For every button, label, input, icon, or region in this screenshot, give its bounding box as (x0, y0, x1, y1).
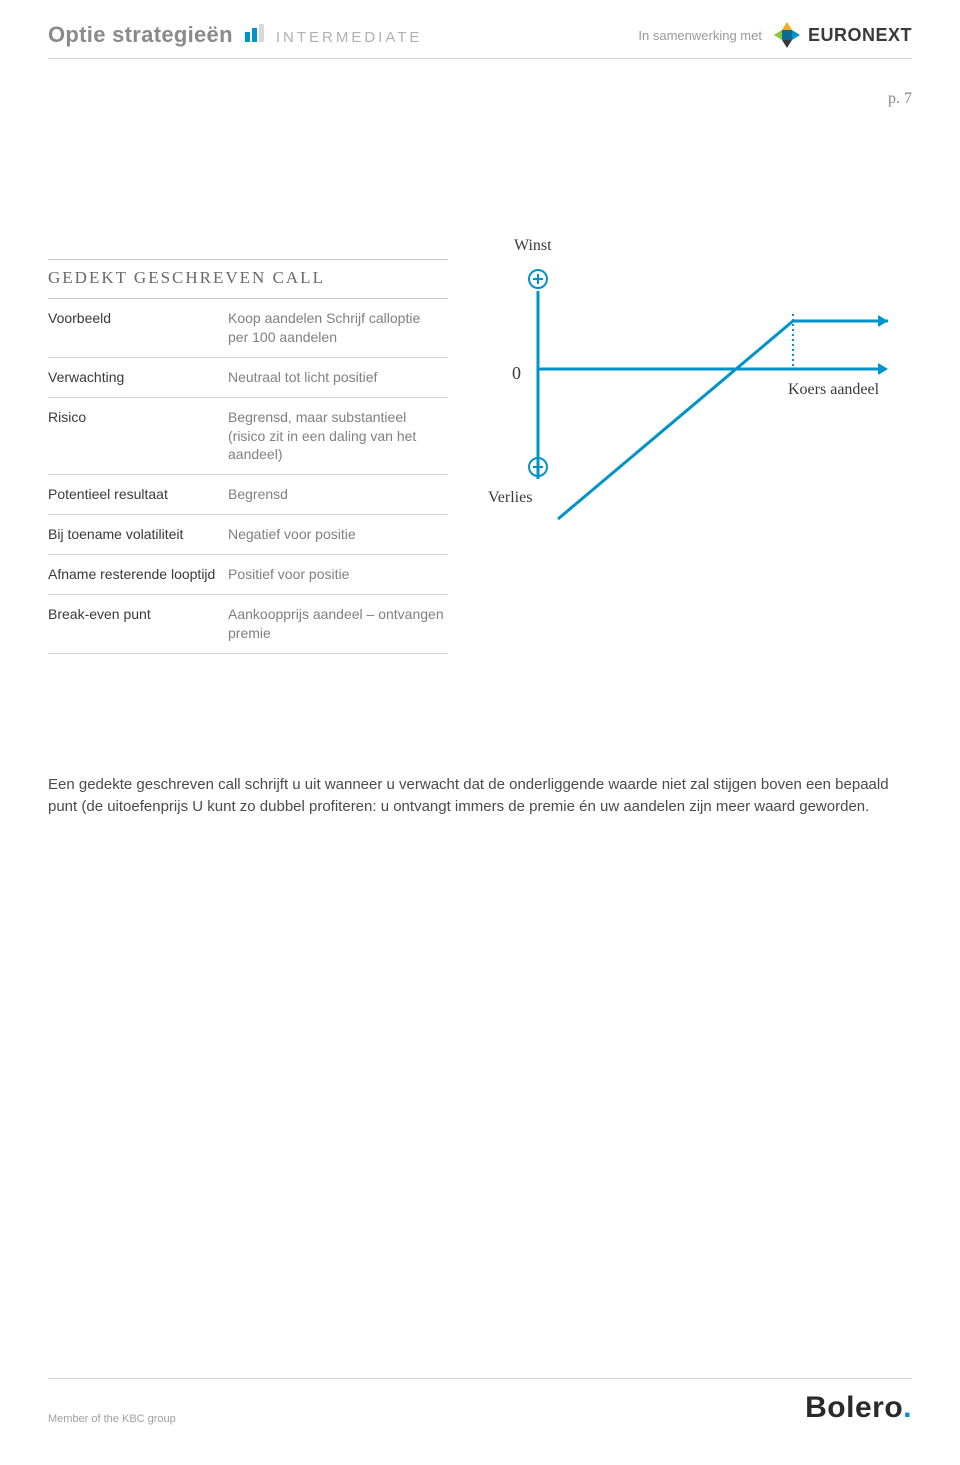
table-key: Voorbeeld (48, 299, 228, 357)
header-left: Optie strategieën INTERMEDIATE (48, 22, 422, 48)
table-key: Afname resterende looptijd (48, 555, 228, 595)
page-header: Optie strategieën INTERMEDIATE In samenw… (48, 0, 912, 59)
main-content: GEDEKT GESCHREVEN CALL VoorbeeldKoop aan… (48, 259, 912, 654)
chart-label-verlies: Verlies (488, 489, 532, 507)
page-footer: Member of the KBC group Bolero. (48, 1378, 912, 1425)
chart-label-zero: 0 (512, 363, 521, 384)
table-row: VerwachtingNeutraal tot licht positief (48, 357, 448, 397)
page: Optie strategieën INTERMEDIATE In samenw… (0, 0, 960, 1465)
doc-title: Optie strategieën (48, 22, 233, 48)
table-key: Potentieel resultaat (48, 475, 228, 515)
level-bars-icon (245, 24, 264, 42)
page-number: p. 7 (888, 90, 912, 108)
chart-column: Winst 0 Verlies Koers aandeel (488, 259, 912, 654)
table-value: Aankoopprijs aandeel – ontvangen premie (228, 595, 448, 654)
level-label: INTERMEDIATE (276, 29, 423, 46)
table-value: Negatief voor positie (228, 515, 448, 555)
footer-member: Member of the KBC group (48, 1413, 176, 1425)
table-row: Break-even puntAankoopprijs aandeel – on… (48, 595, 448, 654)
table-value: Koop aandelen Schrijf calloptie per 100 … (228, 299, 448, 357)
table-value: Positief voor positie (228, 555, 448, 595)
chart-label-koers: Koers aandeel (788, 381, 879, 399)
bolero-dot-icon: . (903, 1391, 912, 1424)
table-value: Begrensd (228, 475, 448, 515)
table-key: Verwachting (48, 357, 228, 397)
table-key: Risico (48, 397, 228, 475)
table-row: VoorbeeldKoop aandelen Schrijf calloptie… (48, 299, 448, 357)
table-row: Potentieel resultaatBegrensd (48, 475, 448, 515)
euronext-logo: EURONEXT (772, 20, 912, 50)
bolero-wordmark: Bolero (805, 1391, 903, 1424)
table-value: Neutraal tot licht positief (228, 357, 448, 397)
table-key: Break-even punt (48, 595, 228, 654)
payoff-chart: Winst 0 Verlies Koers aandeel (488, 259, 908, 559)
table-column: GEDEKT GESCHREVEN CALL VoorbeeldKoop aan… (48, 259, 448, 654)
payoff-chart-svg (488, 259, 908, 559)
table-row: Bij toename volatiliteitNegatief voor po… (48, 515, 448, 555)
table-row: Afname resterende looptijdPositief voor … (48, 555, 448, 595)
header-right: In samenwerking met EURONEXT (638, 20, 912, 50)
table-key: Bij toename volatiliteit (48, 515, 228, 555)
section-title: GEDEKT GESCHREVEN CALL (48, 259, 448, 299)
euronext-mark-icon (772, 20, 802, 50)
chart-label-winst: Winst (514, 237, 552, 255)
table-value: Begrensd, maar substantieel (risico zit … (228, 397, 448, 475)
euronext-wordmark: EURONEXT (808, 25, 912, 46)
body-paragraph: Een gedekte geschreven call schrijft u u… (48, 774, 908, 819)
bolero-logo: Bolero. (805, 1391, 912, 1425)
table-row: RisicoBegrensd, maar substantieel (risic… (48, 397, 448, 475)
collab-text: In samenwerking met (638, 28, 762, 43)
strategy-table: VoorbeeldKoop aandelen Schrijf calloptie… (48, 299, 448, 654)
